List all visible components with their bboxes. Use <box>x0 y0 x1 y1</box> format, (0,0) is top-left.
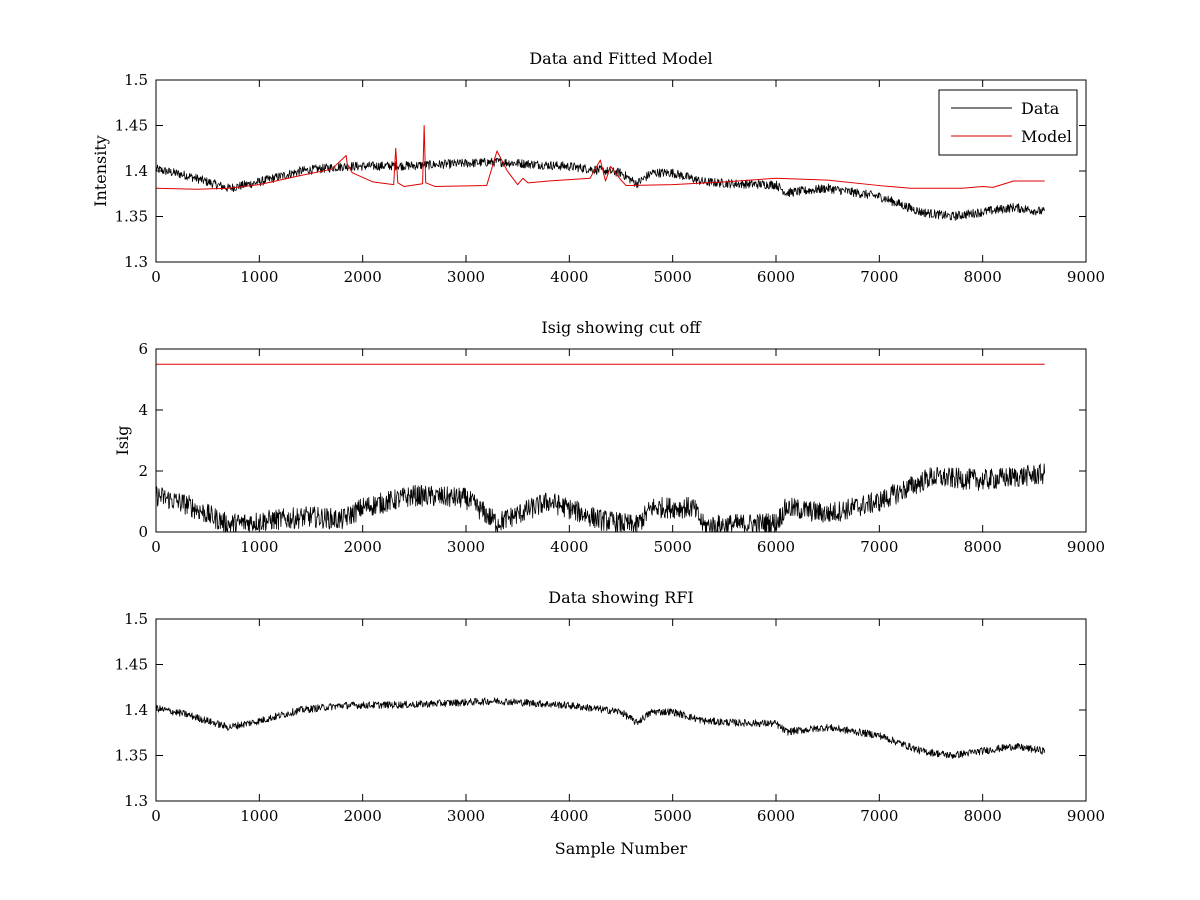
series-group <box>156 697 1046 759</box>
panel-2: 0 1000 2000 3000 4000 5000 6000 7000 8000 9000 0 2 4… <box>113 318 1105 556</box>
x-tick-label: 4000 <box>550 807 588 825</box>
x-tick-label: 1000 <box>240 538 278 556</box>
x-tick-label: 5000 <box>654 538 692 556</box>
chart-title: Data and Fitted Model <box>529 49 712 68</box>
y-tick-label: 1.5 <box>124 71 148 89</box>
x-tick-label: 0 <box>151 268 161 286</box>
y-tick-label: 1.5 <box>124 610 148 628</box>
y-tick-label: 1.4 <box>124 162 148 180</box>
x-tick-label: 2000 <box>344 538 382 556</box>
series-line-1 <box>156 697 1046 759</box>
y-tick-label: 1.35 <box>115 747 148 765</box>
x-tick-label: 8000 <box>964 268 1002 286</box>
x-tick-label: 6000 <box>757 538 795 556</box>
x-tick-label: 9000 <box>1067 268 1105 286</box>
y-tick-label: 2 <box>138 462 148 480</box>
y-tick-label: 0 <box>138 523 148 541</box>
x-tick-label: 4000 <box>550 538 588 556</box>
series-line-1 <box>156 463 1046 532</box>
x-tick-label: 7000 <box>860 268 898 286</box>
y-tick-label: 1.45 <box>115 656 148 674</box>
x-tick-label: 3000 <box>447 807 485 825</box>
y-axis-label: Isig <box>113 426 132 456</box>
y-tick-label: 1.45 <box>115 117 148 135</box>
y-axis-label: Intensity <box>91 135 110 207</box>
legend-label-model: Model <box>1021 127 1072 146</box>
panel-1: 0 1000 2000 3000 4000 5000 6000 7000 8000 9000 1.3… <box>91 49 1105 286</box>
x-tick-label: 3000 <box>447 538 485 556</box>
x-tick-label: 6000 <box>757 268 795 286</box>
series-line-model <box>156 125 1045 190</box>
x-tick-label: 7000 <box>860 538 898 556</box>
chart-title: Data showing RFI <box>548 588 693 607</box>
y-tick-label: 1.3 <box>124 253 148 271</box>
y-tick-label: 1.3 <box>124 792 148 810</box>
x-tick-label: 1000 <box>240 268 278 286</box>
y-tick-label: 6 <box>138 340 148 358</box>
panel-3: 0 1000 2000 3000 4000 5000 6000 7000 8000 9000 1.3… <box>115 588 1106 858</box>
y-tick-label: 1.35 <box>115 208 148 226</box>
x-tick-label: 5000 <box>654 268 692 286</box>
series-line-data <box>156 157 1046 221</box>
x-tick-label: 1000 <box>240 807 278 825</box>
x-tick-label: 8000 <box>964 538 1002 556</box>
legend: Data Model <box>938 89 1078 156</box>
x-tick-label: 5000 <box>654 807 692 825</box>
x-tick-label: 2000 <box>344 807 382 825</box>
series-group <box>156 125 1046 221</box>
x-tick-label: 6000 <box>757 807 795 825</box>
legend-box <box>938 89 1078 156</box>
x-tick-label: 9000 <box>1067 807 1105 825</box>
x-tick-label: 0 <box>151 538 161 556</box>
axes-box <box>155 348 1087 533</box>
x-tick-label: 0 <box>151 807 161 825</box>
x-tick-label: 4000 <box>550 268 588 286</box>
x-tick-label: 7000 <box>860 807 898 825</box>
x-tick-label: 3000 <box>447 268 485 286</box>
x-tick-label: 8000 <box>964 807 1002 825</box>
y-tick-label: 4 <box>138 401 148 419</box>
chart-title: Isig showing cut off <box>541 318 702 337</box>
legend-label-data: Data <box>1021 99 1060 118</box>
series-group <box>156 363 1046 532</box>
y-tick-label: 1.4 <box>124 701 148 719</box>
x-tick-label: 9000 <box>1067 538 1105 556</box>
x-tick-label: 2000 <box>344 268 382 286</box>
x-axis-label: Sample Number <box>555 839 688 858</box>
